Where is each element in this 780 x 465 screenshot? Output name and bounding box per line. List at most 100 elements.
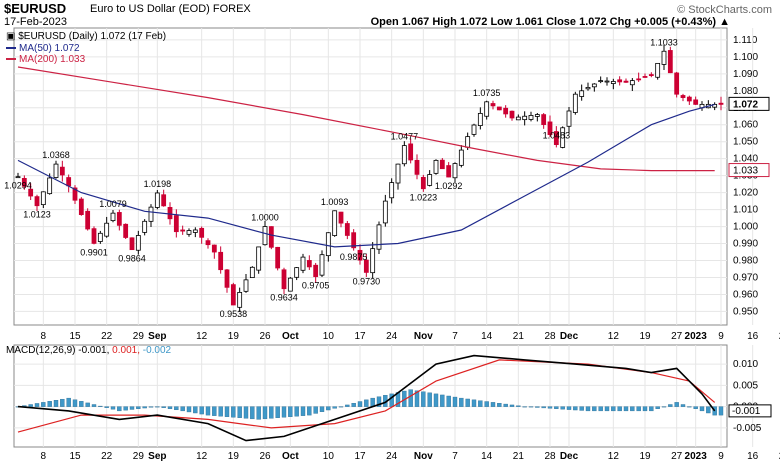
- candle-body: [230, 284, 236, 306]
- price-annotation: 0.9875: [340, 252, 368, 262]
- x-tick-label-macd: 10: [323, 451, 335, 462]
- candle-body: [547, 121, 553, 135]
- legend-macd: MACD(12,26,9) -0.001, 0.001, -0.002: [6, 345, 171, 356]
- price-tick-label: 0.960: [733, 289, 758, 300]
- x-tick-label: 27: [671, 331, 683, 342]
- x-tick-label-macd: Sep: [148, 451, 166, 462]
- macd-hist-bar: [446, 395, 451, 407]
- macd-hist-bar: [34, 403, 40, 407]
- candle-body: [199, 227, 205, 238]
- macd-hist-bar: [294, 406, 299, 417]
- macd-hist-bar: [617, 406, 622, 412]
- price-annotation: 1.0223: [410, 193, 438, 203]
- macd-hist-bar: [649, 406, 654, 412]
- legend-ma50: MA(50) 1.072: [6, 43, 80, 54]
- macd-hist-bar: [535, 406, 540, 408]
- x-tick-label-macd: Dec: [560, 451, 579, 462]
- candle-body: [686, 96, 692, 102]
- price-annotation: 1.0079: [99, 199, 127, 209]
- candle-body: [268, 226, 274, 248]
- macd-hist-bar: [288, 406, 293, 417]
- macd-hist-bar: [345, 404, 350, 407]
- price-tick-label: 0.990: [733, 239, 758, 250]
- brand-watermark: © StockCharts.com: [677, 4, 772, 16]
- x-tick-label: 26: [259, 331, 271, 342]
- candle-body: [503, 107, 509, 115]
- candle-body: [306, 260, 312, 268]
- candle-body: [693, 99, 699, 105]
- x-tick-label-macd: 22: [101, 451, 113, 462]
- macd-hist-bar: [155, 406, 160, 408]
- candle-body: [47, 177, 53, 195]
- x-tick-label: Sep: [148, 331, 166, 342]
- candle-body: [395, 163, 401, 184]
- candle-body: [104, 222, 110, 237]
- x-tick-label: Oct: [282, 331, 299, 342]
- candle-body: [496, 106, 502, 111]
- candle-body: [186, 230, 192, 235]
- candle-body: [294, 267, 300, 278]
- candle-body: [256, 246, 262, 271]
- candle-body: [477, 113, 483, 126]
- x-tick-label-macd: 14: [481, 451, 493, 462]
- candle-body: [205, 240, 211, 246]
- candle-body: [414, 159, 420, 175]
- price-annotation: 1.0735: [473, 88, 501, 98]
- candle-body: [591, 83, 597, 88]
- macd-hist-bar: [408, 389, 413, 407]
- macd-hist-bar: [281, 406, 287, 418]
- macd-hist-bar: [180, 406, 185, 412]
- candle-body: [465, 136, 471, 148]
- candle-body: [522, 115, 528, 121]
- x-tick-label: 12: [608, 331, 620, 342]
- macd-hist-bar: [28, 404, 33, 407]
- price-tick-label: 1.090: [733, 69, 758, 80]
- macd-tick-label: -0.005: [733, 423, 762, 434]
- candle-body: [224, 269, 230, 288]
- candle-body: [389, 182, 395, 199]
- price-tick-label: 1.050: [733, 137, 758, 148]
- macd-hist-bar: [117, 406, 122, 412]
- symbol-title: $EURUSD: [4, 1, 67, 16]
- x-tick-label: 23: [779, 331, 780, 342]
- macd-hist-bar: [326, 406, 331, 411]
- ma200-line: [17, 66, 715, 172]
- x-tick-label-macd: 24: [386, 451, 398, 462]
- x-tick-label: 7: [452, 331, 458, 342]
- candle-body: [680, 95, 686, 98]
- price-annotation: 0.9634: [270, 293, 298, 303]
- candle-body: [262, 226, 268, 246]
- candle-body: [72, 187, 78, 201]
- x-tick-label-macd: 12: [196, 451, 208, 462]
- candle-body: [357, 249, 363, 261]
- x-tick-label: 12: [196, 331, 208, 342]
- candle-body: [420, 176, 426, 190]
- macd-hist-bar: [250, 406, 255, 420]
- macd-hist-bar: [357, 401, 363, 407]
- macd-hist-bar: [338, 406, 344, 408]
- price-tick-label: 1.100: [733, 52, 758, 63]
- candle-body: [15, 176, 21, 179]
- macd-hist-bar: [554, 406, 559, 409]
- candle-body: [427, 174, 433, 186]
- x-tick-label-macd: 26: [259, 451, 271, 462]
- macd-hist-bar: [636, 406, 641, 412]
- x-tick-label-macd: 15: [69, 451, 81, 462]
- macd-hist-bar: [218, 406, 223, 417]
- candles-group: [15, 44, 724, 313]
- chart-date: 17-Feb-2023: [4, 16, 67, 28]
- candle-body: [180, 229, 186, 232]
- legend-ma200: MA(200) 1.033: [6, 54, 85, 65]
- macd-hist-bar: [66, 397, 71, 407]
- x-tick-label: 2023: [685, 331, 708, 342]
- macd-hist-bar: [300, 406, 306, 416]
- candle-body: [275, 246, 281, 269]
- candle-body: [211, 244, 217, 253]
- candle-body: [617, 79, 623, 83]
- macd-hist-bar: [440, 394, 445, 407]
- candle-body: [167, 207, 173, 220]
- macd-hist-bar: [528, 406, 534, 408]
- macd-hist-bar: [142, 406, 147, 409]
- candle-body: [249, 266, 255, 279]
- candle-body: [161, 194, 167, 207]
